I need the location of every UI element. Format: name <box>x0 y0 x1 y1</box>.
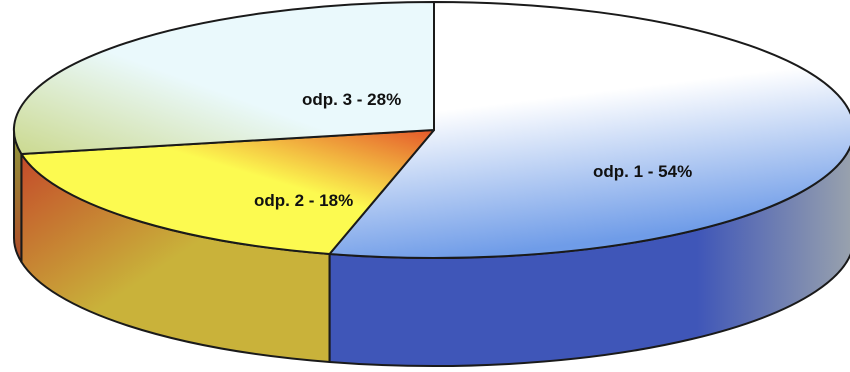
pie-slice-2 <box>20 129 435 255</box>
pie-slice-3 <box>13 1 435 155</box>
pie-slice-1 <box>328 1 850 259</box>
slice-label-3: odp. 3 - 28% <box>302 90 401 109</box>
slice-label-1: odp. 1 - 54% <box>593 162 692 181</box>
pie-tops <box>13 1 850 259</box>
pie-labels: odp. 1 - 54% odp. 2 - 18% odp. 3 - 28% <box>254 90 692 210</box>
slice-label-2: odp. 2 - 18% <box>254 191 353 210</box>
